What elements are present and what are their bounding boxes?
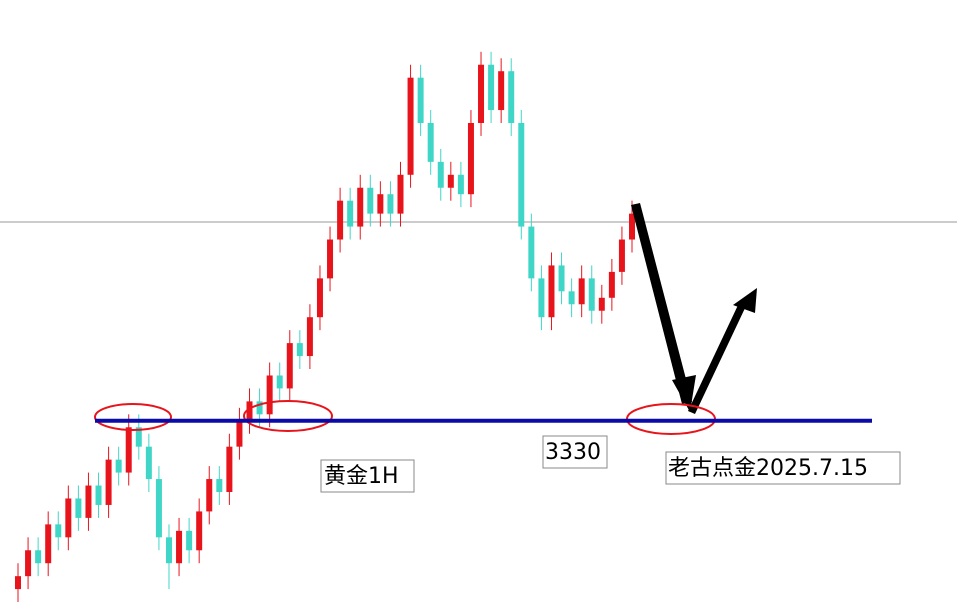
candle-body [498, 71, 505, 111]
candle-body [25, 550, 32, 577]
candle-body [518, 123, 525, 227]
candle-body [296, 343, 303, 357]
candle-body [35, 550, 42, 564]
candle-body [558, 265, 565, 292]
candle-body [528, 226, 535, 279]
arrow-up-head [733, 288, 757, 313]
candle-body [488, 64, 495, 111]
candle-body [135, 427, 142, 447]
candle-body [608, 271, 615, 298]
candle-body [397, 174, 404, 214]
candle-body [377, 194, 384, 214]
candle-body [467, 123, 474, 195]
candle-body [367, 187, 374, 214]
annotation-label: 老古点金2025.7.15 [668, 456, 868, 481]
candle-body [588, 278, 595, 311]
candle-body [266, 375, 273, 415]
candle-body [196, 511, 203, 551]
candle-body [95, 485, 102, 505]
candle-body [55, 524, 62, 538]
candle-body [186, 530, 193, 551]
candle-body [538, 278, 545, 318]
candle-body [447, 174, 454, 188]
candle-body [629, 213, 635, 240]
candle-body [75, 498, 82, 518]
candle-body [578, 278, 585, 305]
candle-body [256, 401, 263, 415]
annotation-label: 黄金1H [324, 464, 399, 489]
candle-body [437, 161, 444, 188]
candle-body [316, 278, 323, 318]
label-box [320, 459, 415, 493]
candle-body [85, 485, 92, 518]
highlight-ellipse [243, 400, 333, 432]
candle-body [206, 479, 213, 512]
candle-body [155, 479, 162, 538]
candle-body [427, 123, 434, 162]
candle-body [226, 446, 233, 492]
candle-body [45, 524, 52, 564]
arrow-up-shaft [688, 303, 746, 414]
candle-body [478, 64, 485, 123]
candle-body [145, 446, 152, 480]
candle-body [568, 291, 575, 305]
candle-body [357, 187, 364, 227]
candle-body [176, 530, 183, 564]
candle-body [236, 420, 243, 447]
candle-body [618, 239, 625, 272]
candles [15, 51, 635, 603]
candle-body [246, 401, 253, 421]
candle-body [15, 576, 21, 590]
arrow-down-shaft [631, 203, 692, 404]
candle-body [105, 459, 112, 505]
candle-body [286, 343, 293, 389]
candle-body [598, 297, 605, 311]
candle-body [548, 265, 555, 318]
candle-body [216, 479, 223, 492]
candle-body [387, 194, 394, 214]
candle-body [347, 200, 354, 227]
candle-body [417, 77, 424, 123]
candle-body [306, 317, 313, 357]
candle-body [115, 459, 122, 473]
candle-body [125, 427, 132, 473]
candle-body [65, 498, 72, 538]
candle-body [327, 239, 334, 279]
label-box [665, 451, 901, 485]
label-box [542, 435, 608, 469]
level-label: 3330 [545, 440, 601, 465]
candle-body [165, 537, 172, 564]
candle-body [407, 77, 414, 175]
candle-body [508, 71, 515, 123]
candle-body [276, 375, 283, 389]
highlight-ellipse [94, 403, 172, 431]
arrow-down-head [672, 375, 696, 412]
candle-body [457, 174, 464, 195]
candle-body [337, 200, 344, 240]
